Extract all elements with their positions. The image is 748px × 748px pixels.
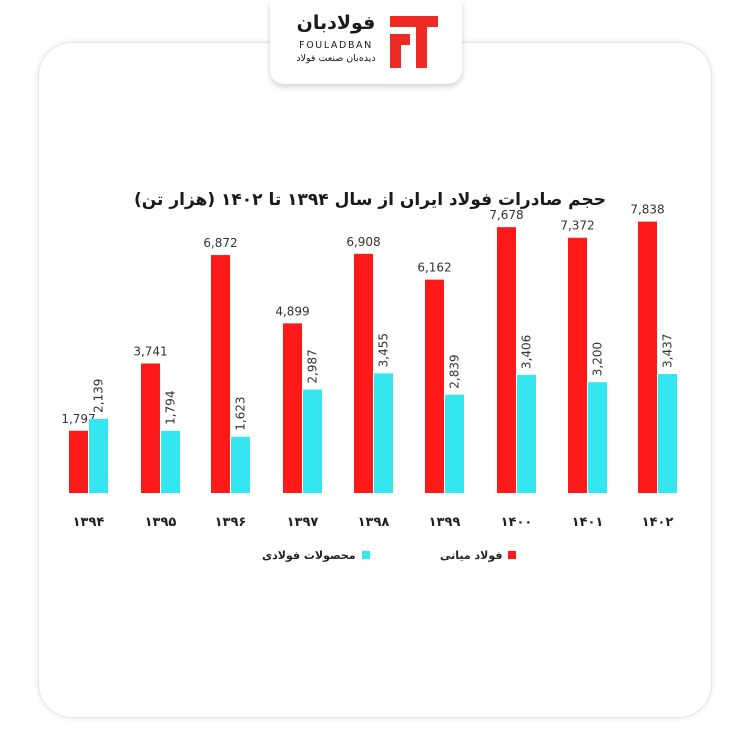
bar-intermediate-steel-5 [425, 279, 444, 493]
data-label-steel-products-4: 3,455 [377, 333, 391, 367]
bar-intermediate-steel-2 [211, 255, 230, 493]
data-label-intermediate-steel-5: 6,162 [417, 261, 451, 275]
x-tick-label-7: ۱۴۰۱ [572, 515, 604, 530]
fouladban-logo-icon [390, 16, 438, 68]
bar-steel-products-1 [161, 430, 180, 493]
legend-item-intermediate-steel: فولاد میانی [440, 547, 517, 563]
data-label-intermediate-steel-1: 3,741 [133, 344, 167, 358]
bar-intermediate-steel-8 [638, 221, 657, 493]
bar-intermediate-steel-6 [497, 227, 516, 494]
data-label-steel-products-7: 3,200 [591, 342, 605, 376]
data-label-intermediate-steel-0: 1,797 [61, 412, 95, 426]
bar-steel-products-2 [231, 436, 250, 493]
bar-intermediate-steel-0 [69, 430, 88, 493]
bar-steel-products-0 [89, 418, 108, 493]
bar-steel-products-7 [588, 382, 607, 493]
data-label-steel-products-2: 1,623 [234, 396, 248, 430]
bar-steel-products-6 [517, 375, 536, 493]
data-label-intermediate-steel-6: 7,678 [489, 208, 523, 222]
x-tick-label-5: ۱۳۹۹ [429, 515, 461, 530]
bar-steel-products-8 [658, 373, 677, 493]
data-label-steel-products-0: 2,139 [92, 379, 106, 413]
bar-steel-products-5 [445, 394, 464, 493]
data-label-steel-products-5: 2,839 [448, 354, 462, 388]
x-tick-label-3: ۱۳۹۷ [287, 515, 319, 530]
legend-item-steel-products: محصولات فولادی [262, 547, 370, 563]
x-tick-label-2: ۱۳۹۶ [215, 515, 247, 530]
x-tick-label-6: ۱۴۰۰ [501, 515, 533, 530]
data-label-intermediate-steel-8: 7,838 [630, 203, 664, 217]
x-tick-label-1: ۱۳۹۵ [145, 515, 177, 530]
legend-swatch-cyan [361, 551, 370, 559]
legend-label-steel-products: محصولات فولادی [262, 548, 356, 562]
chart-title: حجم صادرات فولاد ایران از سال ۱۳۹۴ تا ۱۴… [133, 190, 607, 210]
data-label-intermediate-steel-3: 4,899 [275, 304, 309, 318]
data-label-steel-products-1: 1,794 [164, 391, 178, 425]
x-tick-label-0: ۱۳۹۴ [73, 515, 105, 530]
bar-intermediate-steel-1 [141, 363, 160, 493]
logo-name-en: FOULADBAN [299, 40, 373, 51]
data-label-intermediate-steel-4: 6,908 [346, 235, 380, 249]
data-label-steel-products-8: 3,437 [661, 334, 675, 368]
bar-intermediate-steel-3 [283, 323, 302, 493]
data-label-steel-products-3: 2,987 [306, 349, 320, 383]
logo-name-fa: فولادبان [296, 12, 376, 34]
bar-steel-products-3 [303, 389, 322, 493]
legend-swatch-red [508, 551, 517, 559]
data-label-intermediate-steel-2: 6,872 [203, 236, 237, 250]
x-tick-label-8: ۱۴۰۲ [642, 515, 674, 530]
bar-intermediate-steel-4 [354, 253, 373, 493]
brand-logo: فولادبان FOULADBAN دیده‌بان صنعت فولاد [270, 0, 462, 84]
legend-label-intermediate-steel: فولاد میانی [440, 548, 503, 562]
data-label-intermediate-steel-7: 7,372 [560, 219, 594, 233]
bar-intermediate-steel-7 [568, 237, 587, 493]
logo-tagline: دیده‌بان صنعت فولاد [296, 53, 376, 64]
bar-steel-products-4 [374, 373, 393, 493]
x-tick-label-4: ۱۳۹۸ [358, 515, 390, 530]
data-label-steel-products-6: 3,406 [520, 335, 534, 369]
